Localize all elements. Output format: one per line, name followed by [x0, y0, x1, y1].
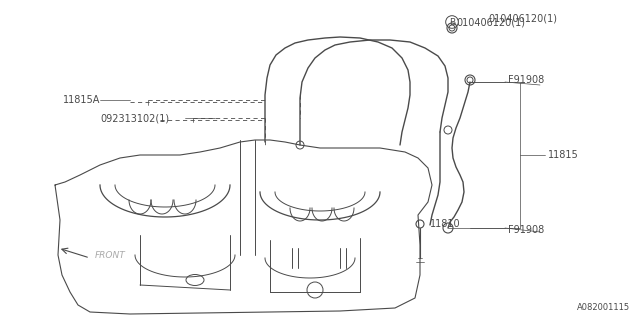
- Text: 11810: 11810: [430, 219, 461, 229]
- Text: 010406120(1): 010406120(1): [488, 13, 557, 23]
- Text: F91908: F91908: [508, 75, 544, 85]
- Text: FRONT: FRONT: [95, 251, 125, 260]
- Text: 11815A: 11815A: [63, 95, 100, 105]
- Text: F91908: F91908: [508, 225, 544, 235]
- Text: 092313102(1): 092313102(1): [100, 113, 169, 123]
- Text: 010406120(1): 010406120(1): [456, 17, 525, 27]
- Text: 11815: 11815: [548, 150, 579, 160]
- Text: A082001115: A082001115: [577, 303, 630, 312]
- Text: B: B: [449, 18, 455, 27]
